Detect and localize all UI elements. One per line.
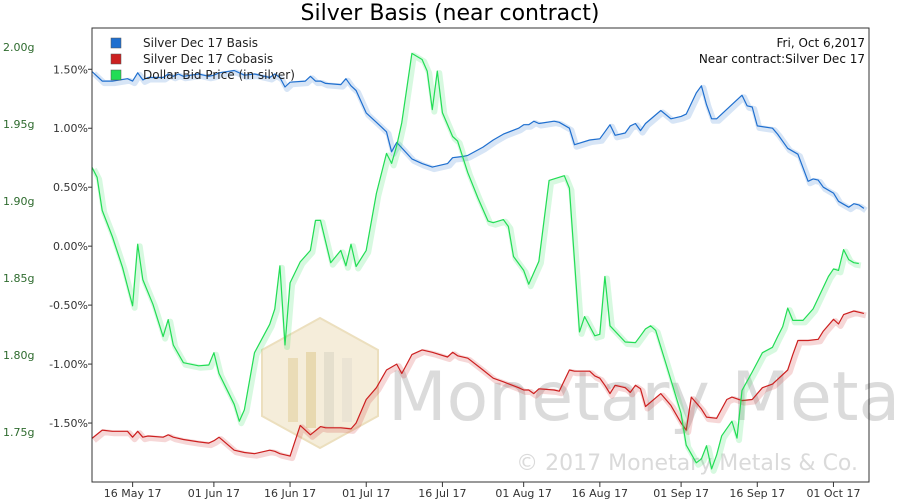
legend: Silver Dec 17 Basis Silver Dec 17 Cobasi… (110, 36, 295, 82)
legend-label-cobasis: Silver Dec 17 Cobasis (143, 52, 273, 66)
series-line-silver-dec-17-cobasis (91, 310, 865, 457)
plot-frame (91, 27, 870, 483)
x-tick-label: 01 Jun 17 (188, 487, 240, 500)
y-left-tick-label: 1.95g (3, 118, 34, 131)
x-tick-label: 01 Oct 17 (806, 487, 860, 500)
x-tick-label: 16 May 17 (104, 487, 162, 500)
x-tick-label: 01 Sep 17 (653, 487, 709, 500)
legend-swatch-cobasis (110, 53, 122, 65)
x-tick-label: 01 Jul 17 (342, 487, 390, 500)
annotation-date: Fri, Oct 6,2017 (777, 36, 865, 50)
y-left-tick-label: 1.90g (3, 195, 34, 208)
y-right-tick-label: 1.00% (53, 122, 88, 135)
y-right-tick-label: 0.50% (53, 181, 88, 194)
y-left-tick-label: 1.85g (3, 272, 34, 285)
watermark-logo-icon (261, 316, 379, 450)
legend-swatch-basis (110, 37, 122, 49)
legend-swatch-dollar-bid (110, 69, 122, 81)
y-right-tick-label: -1.00% (49, 358, 88, 371)
watermark-copyright: © 2017 Monetary Metals & Co. (516, 451, 858, 476)
y-right-tick-label: -0.50% (49, 299, 88, 312)
series-shadow-silver-dec-17-cobasis (92, 310, 867, 462)
legend-label-dollar-bid: Dollar Bid Price (in silver) (143, 68, 295, 82)
y-left-tick-label: 1.75g (3, 426, 34, 439)
series-shadow-dollar-bid-price-in-silver (91, 52, 862, 474)
y-right-ticks: 1.50% 1.00% 0.50% 0.00% -0.50% -1.00% -1.50% (49, 63, 92, 430)
x-tick-label: 16 Jun 17 (264, 487, 316, 500)
series-lines (91, 52, 868, 474)
y-right-tick-label: 1.50% (53, 63, 88, 76)
annotation-contract: Near contract:Silver Dec 17 (699, 52, 865, 66)
series-line-dollar-bid-price-in-silver (91, 52, 859, 470)
x-tick-label: 01 Aug 17 (495, 487, 551, 500)
legend-label-basis: Silver Dec 17 Basis (143, 36, 258, 50)
chart-title: Silver Basis (near contract) (301, 1, 600, 26)
legend-item-cobasis: Silver Dec 17 Cobasis (110, 52, 273, 66)
x-ticks: 16 May 17 01 Jun 17 16 Jun 17 01 Jul 17 16 J… (104, 482, 860, 500)
series-line-silver-dec-17-basis (91, 69, 865, 209)
y-left-tick-label: 1.80g (3, 349, 34, 362)
x-tick-label: 16 Jul 17 (418, 487, 466, 500)
watermark-brand: Monetary Metals (388, 358, 900, 437)
legend-item-dollar-bid: Dollar Bid Price (in silver) (110, 68, 295, 82)
y-left-ticks: 2.00g 1.95g 1.90g 1.85g 1.80g 1.75g (3, 41, 34, 439)
watermark: Monetary Metals © 2017 Monetary Metals &… (261, 316, 900, 476)
y-right-tick-label: 0.00% (53, 240, 88, 253)
x-tick-label: 16 Aug 17 (572, 487, 628, 500)
series-shadow-silver-dec-17-basis (91, 69, 868, 213)
legend-item-basis: Silver Dec 17 Basis (110, 36, 258, 50)
y-right-tick-label: -1.50% (49, 417, 88, 430)
x-tick-label: 16 Sep 17 (729, 487, 785, 500)
y-left-tick-label: 2.00g (3, 41, 34, 54)
